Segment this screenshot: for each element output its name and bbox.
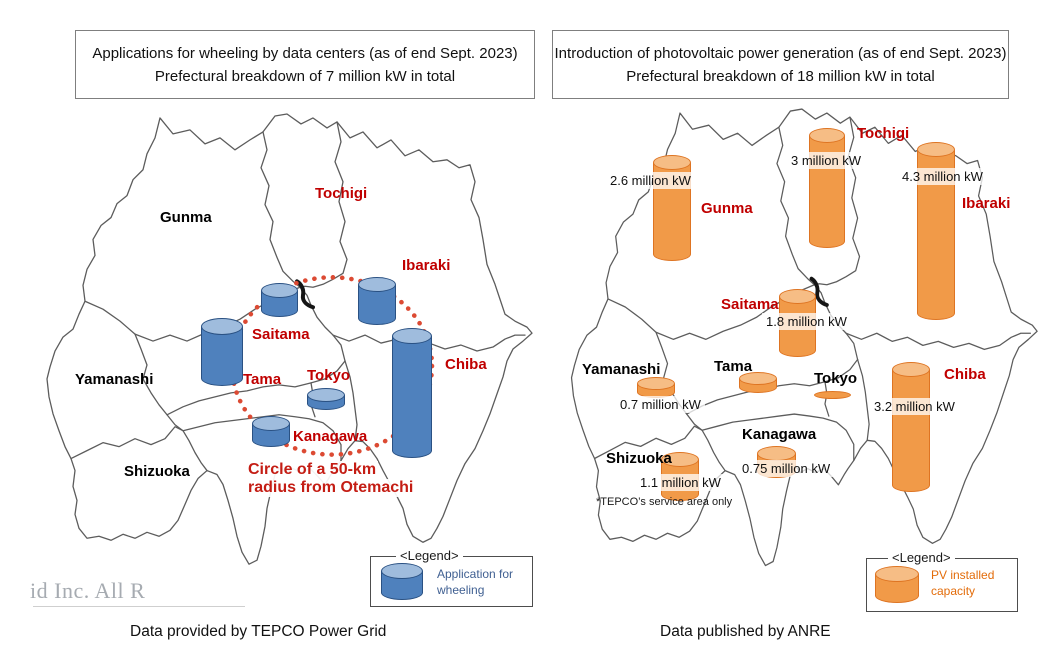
left-label-gunma: Gunma — [160, 209, 212, 226]
wheeling-cylinder-ibaraki — [358, 277, 396, 325]
pv-value-yamanashi: 0.7 million kW — [616, 396, 705, 413]
legend-pv-cylinder-icon — [875, 566, 919, 603]
pv-value-saitama: 1.8 million kW — [762, 313, 851, 330]
left-label-shizuoka: Shizuoka — [124, 463, 190, 480]
right-label-saitama: Saitama — [721, 296, 779, 313]
right-label-tokyo: Tokyo — [814, 370, 858, 387]
right-label-gunma: Gunma — [701, 200, 753, 217]
wheeling-cylinder-kanagawa — [252, 416, 290, 447]
tepco-service-area-note: *TEPCO’s service area only — [596, 496, 733, 508]
left-label-ibaraki: Ibaraki — [402, 257, 451, 274]
pv-cylinder-tokyo — [814, 391, 851, 399]
right-label-chiba: Chiba — [944, 366, 986, 383]
right-legend-title: <Legend> — [888, 550, 955, 565]
circle-note-line1: Circle of a 50-km — [246, 461, 379, 479]
circle-note-line2: radius from Otemachi — [246, 479, 416, 497]
wheeling-cylinder-tokyo — [307, 388, 345, 410]
left-label-kanagawa: Kanagawa — [293, 428, 368, 445]
left-legend-text-line2: wheeling — [437, 583, 485, 597]
left-label-chiba: Chiba — [445, 356, 487, 373]
right-label-ibaraki: Ibaraki — [962, 195, 1011, 212]
wheeling-cylinder-saitama — [201, 318, 243, 386]
pv-value-shizuoka: 1.1 million kW — [636, 474, 725, 491]
pv-cylinder-tochigi — [809, 128, 845, 248]
pv-value-gunma: 2.6 million kW — [606, 172, 695, 189]
left-footer: Data provided by TEPCO Power Grid — [130, 623, 387, 640]
pv-cylinder-gunma — [653, 155, 691, 261]
right-footer: Data published by ANRE — [660, 623, 831, 640]
left-label-yamanashi: Yamanashi — [75, 371, 154, 388]
legend-wheeling-cylinder-icon — [381, 563, 423, 600]
right-legend-text-line1: PV installed — [931, 568, 995, 582]
watermark-line — [33, 606, 245, 607]
pv-value-tochigi: 3 million kW — [787, 152, 866, 169]
watermark-text: id Inc. All R — [30, 578, 146, 603]
right-title-box: Introduction of photovoltaic power gener… — [552, 30, 1009, 99]
left-label-tochigi: Tochigi — [315, 185, 368, 202]
right-legend-text-line2: capacity — [931, 584, 976, 598]
pv-cylinder-chiba — [892, 362, 930, 492]
left-label-tokyo: Tokyo — [307, 367, 351, 384]
left-legend-text-line1: Application for — [437, 567, 514, 581]
left-label-saitama: Saitama — [252, 326, 310, 343]
left-title-line1: Applications for wheeling by data center… — [92, 45, 518, 62]
right-label-tochigi: Tochigi — [857, 125, 910, 142]
wheeling-cylinder-saitama-north — [261, 283, 298, 317]
pv-value-kanagawa: 0.75 million kW — [738, 460, 835, 477]
left-label-tama: Tama — [243, 371, 282, 388]
right-label-shizuoka: Shizuoka — [606, 450, 672, 467]
left-title-line2: Prefectural breakdown of 7 million kW in… — [154, 68, 456, 85]
left-legend-text: Application for wheeling — [437, 566, 513, 598]
pv-cylinder-yamanashi — [637, 377, 675, 398]
pv-value-chiba: 3.2 million kW — [870, 398, 959, 415]
right-label-tama: Tama — [714, 358, 753, 375]
right-title-line1: Introduction of photovoltaic power gener… — [554, 45, 1007, 62]
right-legend-text: PV installed capacity — [931, 567, 994, 599]
right-label-kanagawa: Kanagawa — [742, 426, 817, 443]
right-title-line2: Prefectural breakdown of 18 million kW i… — [626, 68, 935, 85]
pv-value-ibaraki: 4.3 million kW — [898, 168, 987, 185]
pv-cylinder-tama — [739, 372, 777, 393]
left-legend-title: <Legend> — [396, 548, 463, 563]
wheeling-cylinder-chiba — [392, 328, 432, 458]
right-label-yamanashi: Yamanashi — [582, 361, 661, 378]
left-title-box: Applications for wheeling by data center… — [75, 30, 535, 99]
